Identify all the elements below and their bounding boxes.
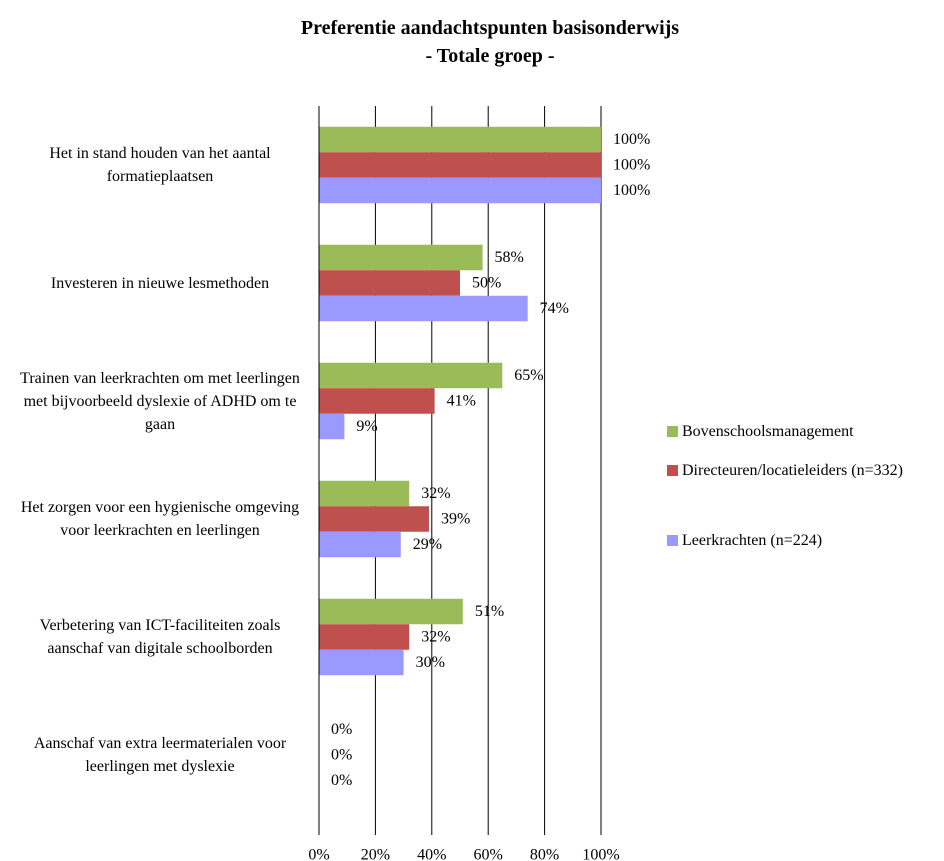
value-label: 0%: [331, 747, 352, 764]
bar: [319, 295, 528, 322]
legend-label: Leerkrachten (n=224): [682, 532, 823, 549]
bar: [319, 126, 601, 153]
chart-subtitle: - Totale groep -: [425, 45, 555, 67]
value-label: 29%: [413, 536, 442, 553]
x-tick-label: 40%: [417, 847, 446, 861]
category-label: Verbetering van ICT-faciliteiten zoals a…: [39, 617, 281, 657]
bar: [319, 388, 435, 414]
bar: [319, 362, 503, 389]
bar: [319, 480, 410, 507]
bar: [319, 531, 401, 558]
legend-item: Directeuren/locatieleiders (n=332): [667, 459, 942, 483]
value-label: 30%: [416, 654, 445, 671]
value-label: 0%: [331, 772, 352, 789]
category-label: Het zorgen voor een hygienische omgeving…: [20, 499, 300, 539]
legend-label: Directeuren/locatieleiders (n=332): [682, 462, 903, 479]
bar: [319, 270, 460, 296]
value-label: 39%: [441, 511, 470, 528]
value-label: 0%: [331, 721, 352, 738]
bar: [319, 506, 429, 532]
x-tick-label: 60%: [474, 847, 503, 861]
value-label: 100%: [613, 131, 650, 148]
value-label: 32%: [421, 629, 450, 646]
value-label: 50%: [472, 275, 501, 292]
x-tick-label: 100%: [582, 847, 619, 861]
bar: [319, 152, 601, 178]
chart-title: Preferentie aandachtspunten basisonderwi…: [300, 17, 680, 39]
category-label: Het in stand houden van het aantal forma…: [49, 145, 271, 185]
value-label: 100%: [613, 157, 650, 174]
category-label: Investeren in nieuwe lesmethoden: [50, 274, 270, 292]
legend-item: Leerkrachten (n=224): [667, 529, 942, 553]
category-label: Aanschaf van extra leermaterialen voor l…: [33, 735, 287, 775]
value-label: 32%: [421, 485, 450, 502]
legend-swatch: [667, 535, 678, 546]
value-label: 100%: [613, 182, 650, 199]
bar: [319, 177, 601, 204]
value-label: 65%: [514, 367, 543, 384]
legend-label: Bovenschoolsmanagement: [682, 423, 854, 440]
value-label: 51%: [475, 603, 504, 620]
bar: [319, 649, 404, 676]
value-label: 9%: [356, 418, 377, 435]
bar: [319, 624, 410, 650]
bar: [319, 244, 483, 271]
x-tick-label: 80%: [530, 847, 559, 861]
legend-swatch: [667, 465, 678, 476]
bar: [319, 413, 345, 440]
legend-item: Bovenschoolsmanagement: [667, 420, 942, 444]
x-tick-label: 0%: [308, 847, 329, 861]
value-label: 58%: [495, 249, 524, 266]
title-block: Preferentie aandachtspunten basisonderwi…: [18, 14, 944, 70]
value-label: 41%: [447, 393, 476, 410]
value-label: 74%: [540, 300, 569, 317]
x-tick-label: 20%: [361, 847, 390, 861]
category-label: Trainen van leerkrachten om met leerling…: [20, 369, 300, 433]
bar: [319, 598, 463, 625]
legend-swatch: [667, 426, 678, 437]
